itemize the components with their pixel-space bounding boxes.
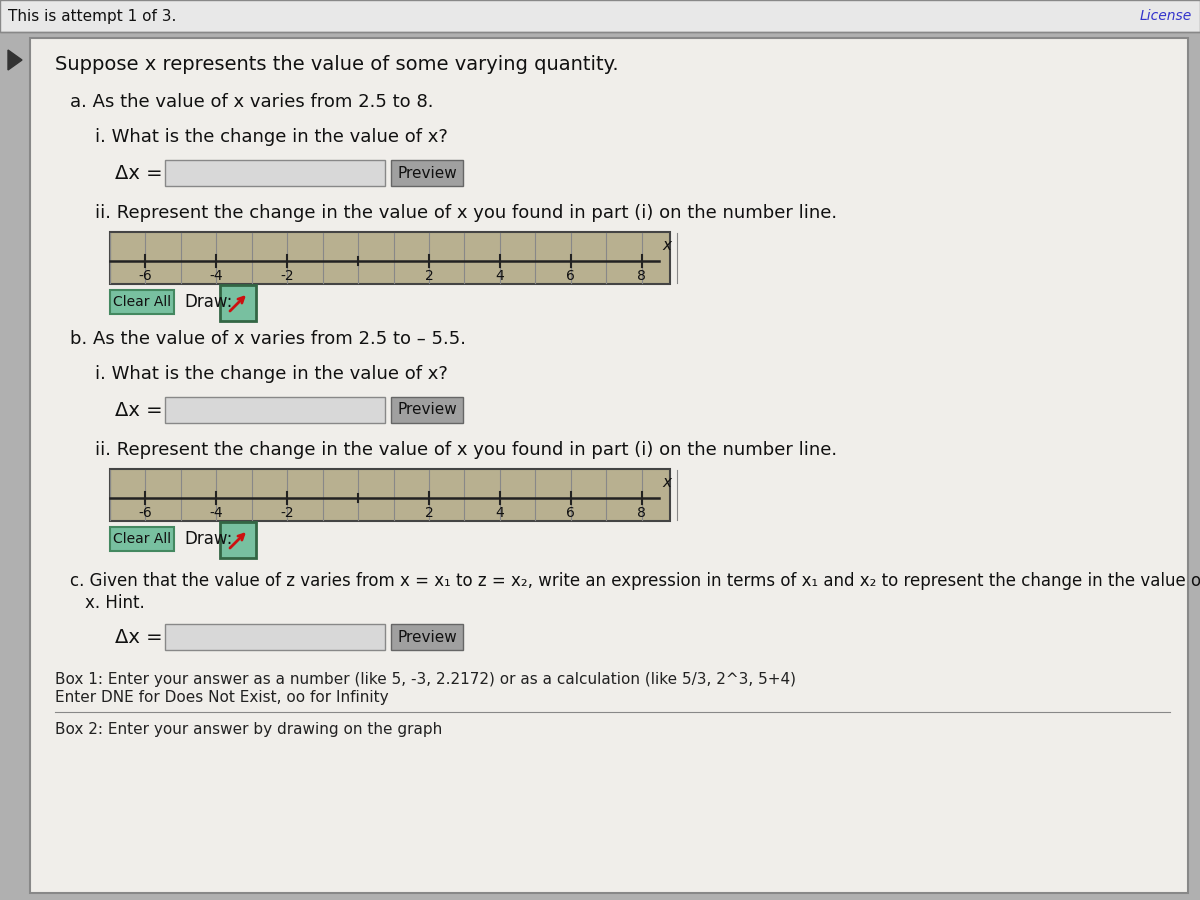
Text: x. Hint.: x. Hint. — [85, 594, 145, 612]
Bar — [391, 397, 463, 423]
Bar — [110, 527, 174, 551]
Bar — [166, 624, 385, 650]
Bar — [166, 160, 385, 186]
Text: This is attempt 1 of 3.: This is attempt 1 of 3. — [8, 8, 176, 23]
Text: Box 1: Enter your answer as a number (like 5, -3, 2.2172) or as a calculation (l: Box 1: Enter your answer as a number (li… — [55, 672, 796, 687]
Text: -6: -6 — [138, 506, 152, 519]
Bar — [220, 522, 256, 558]
Text: Preview: Preview — [397, 166, 457, 181]
Bar — [110, 469, 670, 521]
Text: 2: 2 — [425, 268, 433, 283]
Text: -2: -2 — [281, 506, 294, 519]
Bar — [166, 397, 385, 423]
Bar — [220, 285, 256, 321]
Text: 8: 8 — [637, 506, 646, 519]
Text: Draw:: Draw: — [184, 293, 233, 311]
Text: 4: 4 — [496, 506, 504, 519]
Text: Preview: Preview — [397, 402, 457, 418]
Text: i. What is the change in the value of x?: i. What is the change in the value of x? — [95, 365, 448, 383]
Text: Δx =: Δx = — [115, 164, 163, 183]
Text: 2: 2 — [425, 506, 433, 519]
Text: Suppose x represents the value of some varying quantity.: Suppose x represents the value of some v… — [55, 55, 619, 74]
Text: -6: -6 — [138, 268, 152, 283]
Bar — [391, 624, 463, 650]
Text: 6: 6 — [566, 268, 575, 283]
Text: a. As the value of x varies from 2.5 to 8.: a. As the value of x varies from 2.5 to … — [70, 93, 433, 111]
Text: x: x — [662, 474, 671, 490]
Text: -4: -4 — [210, 268, 223, 283]
Text: -2: -2 — [281, 268, 294, 283]
Text: ii. Represent the change in the value of x you found in part (i) on the number l: ii. Represent the change in the value of… — [95, 204, 838, 222]
Text: 4: 4 — [496, 268, 504, 283]
Text: Draw:: Draw: — [184, 530, 233, 548]
Text: Enter DNE for Does Not Exist, oo for Infinity: Enter DNE for Does Not Exist, oo for Inf… — [55, 690, 389, 705]
Text: License: License — [1140, 9, 1192, 23]
Text: x: x — [662, 238, 671, 253]
Bar — [110, 290, 174, 314]
Bar — [110, 232, 670, 284]
Text: 8: 8 — [637, 268, 646, 283]
Text: Δx =: Δx = — [115, 401, 163, 420]
Text: c. Given that the value of z varies from x = x₁ to z = x₂, write an expression i: c. Given that the value of z varies from… — [70, 572, 1200, 590]
Bar — [391, 160, 463, 186]
Text: Preview: Preview — [397, 629, 457, 644]
Text: Box 2: Enter your answer by drawing on the graph: Box 2: Enter your answer by drawing on t… — [55, 722, 443, 737]
Text: 6: 6 — [566, 506, 575, 519]
Bar — [0, 0, 1200, 32]
Text: -4: -4 — [210, 506, 223, 519]
Text: b. As the value of x varies from 2.5 to – 5.5.: b. As the value of x varies from 2.5 to … — [70, 330, 466, 348]
Text: ii. Represent the change in the value of x you found in part (i) on the number l: ii. Represent the change in the value of… — [95, 441, 838, 459]
Text: i. What is the change in the value of x?: i. What is the change in the value of x? — [95, 128, 448, 146]
Text: Clear All: Clear All — [113, 295, 172, 309]
Polygon shape — [8, 50, 22, 70]
Text: Δx =: Δx = — [115, 628, 163, 647]
Text: Clear All: Clear All — [113, 532, 172, 546]
